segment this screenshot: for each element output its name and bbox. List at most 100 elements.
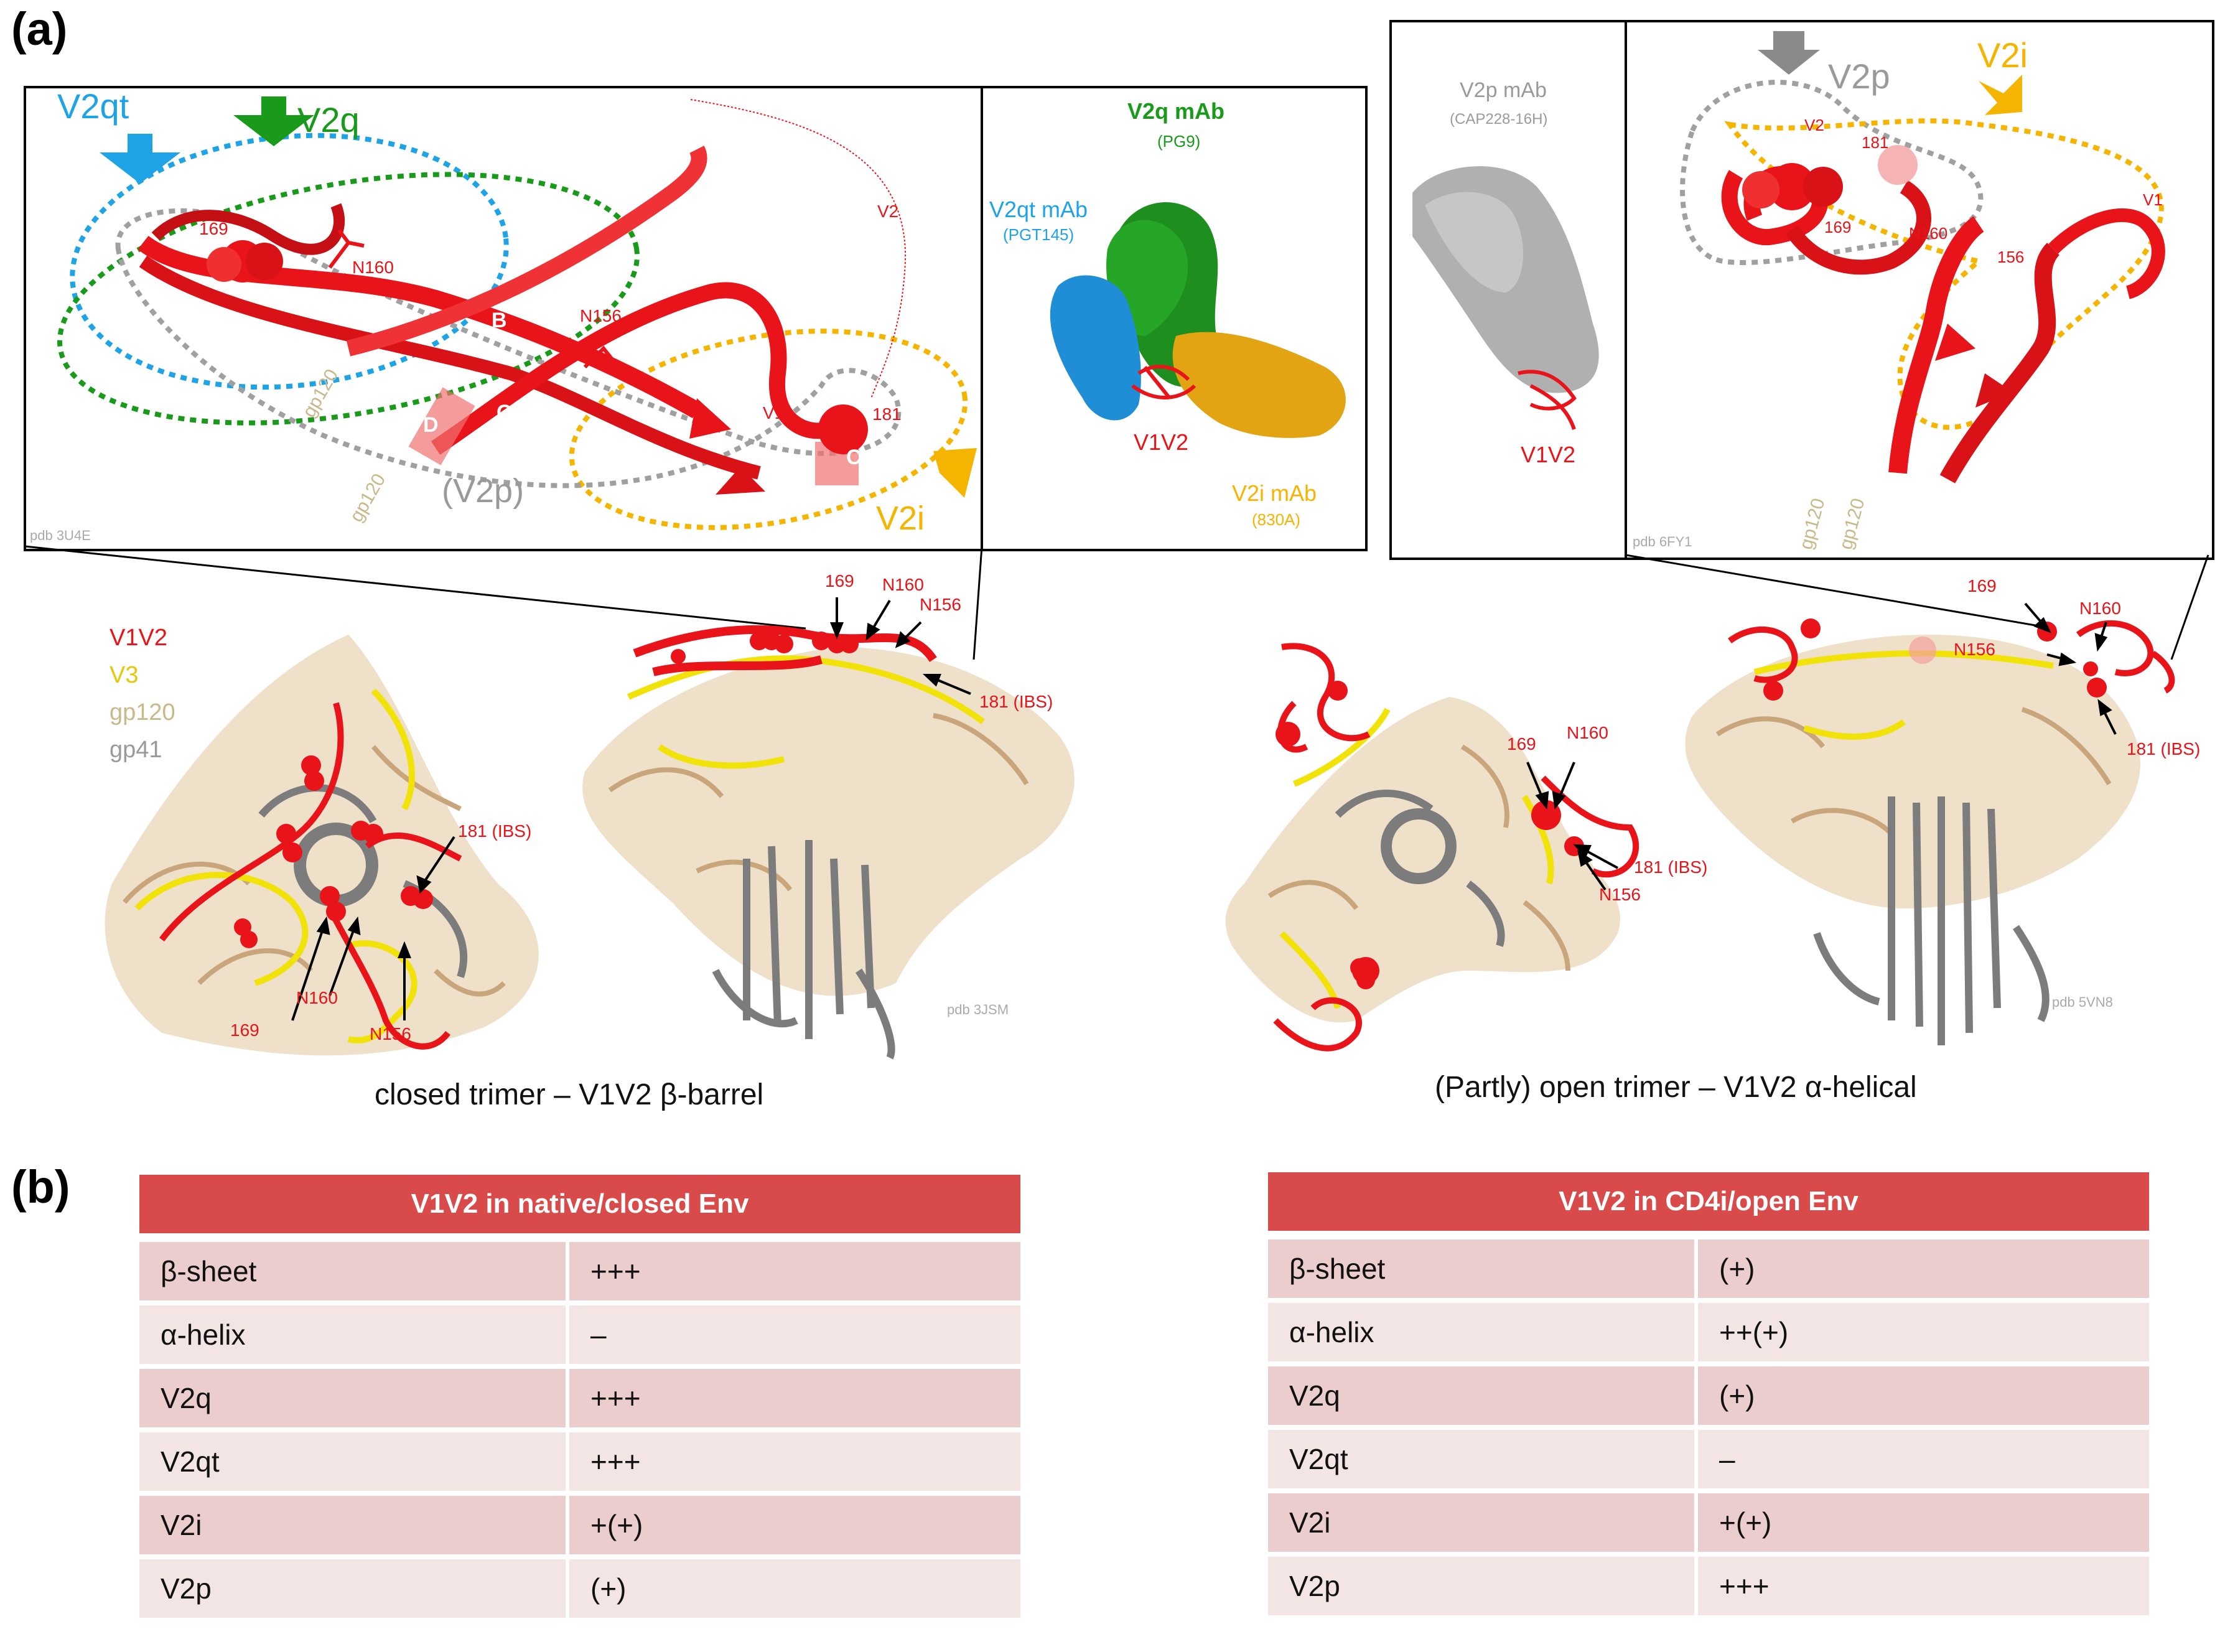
table-cell-feature: V2p [1268, 1557, 1698, 1615]
table-row: V2i +(+) [1268, 1493, 2149, 1552]
closed-top-label-n160: N160 [296, 988, 338, 1007]
v2i-mab-label: V2i mAb [1232, 480, 1317, 506]
table-row: V2q (+) [1268, 1366, 2149, 1425]
caption-open-trimer: (Partly) open trimer – V1V2 α-helical [1435, 1071, 1917, 1104]
open-top-label-n156: N156 [1599, 885, 1641, 904]
residue-169-open: 169 [1824, 218, 1852, 236]
epitope-label-v2i-open: V2i [1977, 35, 2028, 75]
table-row: α-helix ++(+) [1268, 1303, 2149, 1361]
v1v2-label-inset3: V1V2 [1521, 442, 1576, 467]
open-side-label-n160: N160 [2079, 599, 2121, 618]
v2p-mab-label: V2p mAb [1460, 78, 1547, 102]
table-cell-feature: α-helix [1268, 1303, 1698, 1361]
table-cell-feature: V2i [1268, 1493, 1698, 1552]
table-cell-value: (+) [569, 1559, 1020, 1618]
residue-n160: N160 [352, 258, 394, 277]
table-row: V2qt +++ [139, 1432, 1020, 1491]
table-cell-value: +(+) [569, 1496, 1020, 1554]
table-row: V2p +++ [1268, 1557, 2149, 1615]
panel-b-label: (b) [11, 1161, 70, 1213]
epitope-label-v2q: V2q [297, 100, 360, 139]
pdb-id-6fy1: pdb 6FY1 [1633, 534, 1692, 549]
loop-v1: V1 [763, 403, 785, 422]
pdb-id-3jsm: pdb 3JSM [947, 1002, 1009, 1017]
inset-v1v2-helical [1625, 20, 2214, 560]
v2q-mab-name: (PG9) [1157, 132, 1201, 151]
panel-a-label: (a) [11, 3, 68, 55]
loop-v2: V2 [877, 202, 899, 221]
table-cell-feature: α-helix [139, 1305, 569, 1364]
residue-169: 169 [199, 219, 228, 238]
table-row: β-sheet (+) [1268, 1239, 2149, 1298]
v2i-mab-name: (830A) [1252, 510, 1301, 529]
v1v2-label-inset2: V1V2 [1134, 429, 1189, 455]
caption-closed-trimer: closed trimer – V1V2 β-barrel [375, 1078, 764, 1111]
strand-b: B [492, 309, 507, 332]
closed-top-structure [105, 635, 539, 1056]
table-cell-feature: V2qt [1268, 1430, 1698, 1488]
inset3-graphics [1412, 166, 1599, 430]
strand-c-prime: C' [846, 446, 867, 469]
v2q-mab-label: V2q mAb [1127, 98, 1225, 124]
legend-v3: V3 [110, 662, 139, 688]
v2qt-mab-label: V2qt mAb [989, 197, 1088, 222]
table-cell-feature: V2p [139, 1559, 569, 1618]
residue-n156: N156 [580, 306, 622, 325]
legend-v1v2: V1V2 [110, 625, 167, 651]
closed-top-label-169: 169 [230, 1020, 259, 1040]
open-side-label-n156: N156 [1954, 640, 1995, 659]
residue-181-open: 181 [1862, 133, 1889, 152]
inset1-graphics [57, 96, 977, 530]
table-cell-value: ++(+) [1698, 1303, 2149, 1361]
epitope-label-v2qt: V2qt [57, 86, 129, 126]
table-cell-value: (+) [1698, 1366, 2149, 1425]
residue-181: 181 [872, 404, 902, 424]
table-row: V2qt – [1268, 1430, 2149, 1488]
epitope-label-v2p: (V2p) [442, 472, 525, 510]
strand-c: C [497, 401, 512, 424]
epitope-label-v2i: V2i [876, 500, 925, 537]
table-cell-value: +++ [569, 1432, 1020, 1491]
table-cell-value: +++ [569, 1242, 1020, 1300]
legend-gp120: gp120 [110, 699, 175, 726]
table-cell-value: +(+) [1698, 1493, 2149, 1552]
residue-n160-open: N160 [1909, 224, 1948, 243]
inset2-graphics [1050, 202, 1346, 438]
table-open-env: V1V2 in CD4i/open Env β-sheet (+) α-helix… [1268, 1167, 2149, 1620]
open-side-label-169: 169 [1967, 576, 1997, 595]
open-top-label-n160: N160 [1567, 723, 1608, 742]
v2qt-mab-name: (PGT145) [1003, 225, 1075, 244]
table-cell-value: +++ [569, 1369, 1020, 1427]
table-cell-value: (+) [1698, 1239, 2149, 1298]
strand-d: D [423, 413, 439, 437]
table-row: α-helix – [139, 1305, 1020, 1364]
loop-v2-open: V2 [1804, 116, 1824, 134]
open-side-structure [1685, 602, 2175, 1045]
open-top-label-169: 169 [1507, 734, 1536, 754]
table-cell-value: +++ [1698, 1557, 2149, 1615]
closed-side-label-n156: N156 [920, 595, 961, 614]
table-row: V2p (+) [139, 1559, 1020, 1618]
table-open-header: V1V2 in CD4i/open Env [1268, 1172, 2149, 1234]
table-cell-feature: V2i [139, 1496, 569, 1554]
table-row: V2i +(+) [139, 1496, 1020, 1554]
table-row: β-sheet +++ [139, 1242, 1020, 1300]
strand-d-open: D [1967, 370, 1983, 393]
residue-156-open: 156 [1997, 248, 2025, 266]
table-cell-feature: β-sheet [139, 1242, 569, 1300]
closed-top-label-n156: N156 [370, 1024, 411, 1043]
v2p-mab-name: (CAP228-16H) [1450, 111, 1548, 128]
strand-a-open: A [1883, 356, 1898, 380]
epitope-label-v2p-open: V2p [1828, 57, 1890, 96]
closed-side-label-n160: N160 [882, 575, 924, 594]
table-cell-value: – [569, 1305, 1020, 1364]
table-cell-feature: β-sheet [1268, 1239, 1698, 1298]
open-top-structure [1225, 643, 1639, 1052]
table-row: V2q +++ [139, 1369, 1020, 1427]
loop-v1-open: V1 [2143, 190, 2163, 209]
zoom-connectors [24, 545, 2209, 660]
legend-gp41: gp41 [110, 737, 162, 763]
table-cell-feature: V2qt [139, 1432, 569, 1491]
strand-a: A [632, 269, 648, 292]
